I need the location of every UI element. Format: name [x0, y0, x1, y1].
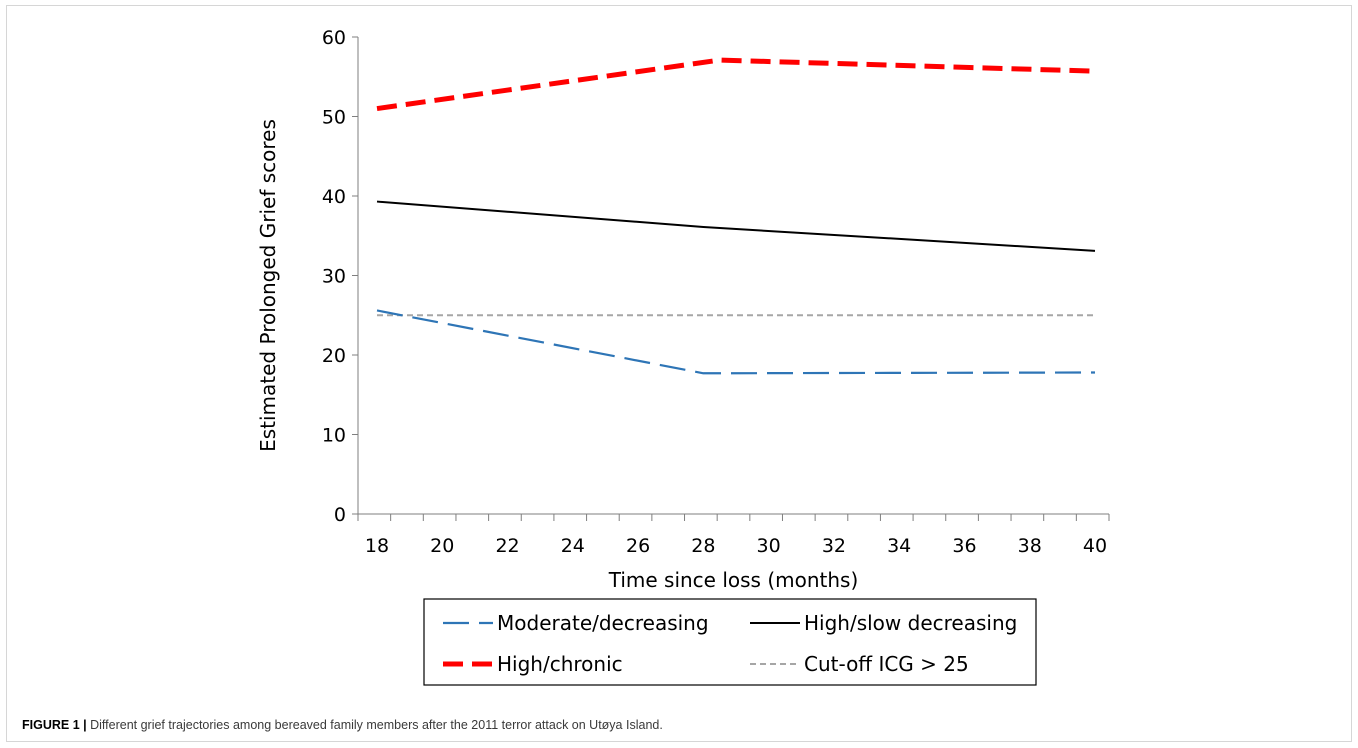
- y-tick-label: 60: [322, 27, 346, 49]
- axes: [352, 36, 1110, 521]
- x-tick-label: 32: [822, 535, 846, 557]
- caption-text: Different grief trajectories among berea…: [86, 718, 663, 732]
- caption-label: FIGURE 1 |: [22, 718, 87, 732]
- tick-labels: 0 10 20 30 40 50 60 18 20 22 24 26 28 30 32 34 36 38 40: [322, 27, 1107, 557]
- x-tick-label: 18: [365, 535, 389, 557]
- legend-label: Cut-off ICG > 25: [804, 652, 969, 676]
- series-line: [376, 200, 1096, 252]
- series-line: [376, 57, 1096, 112]
- line-chart: 0 10 20 30 40 50 60 18 20 22 24 26 28 30 32 34 36 38 40 Ti…: [256, 27, 1110, 686]
- figure-caption: FIGURE 1 | Different grief trajectories …: [22, 718, 663, 732]
- x-tick-label: 20: [430, 535, 454, 557]
- y-tick-label: 10: [322, 425, 346, 447]
- legend-box: [423, 598, 1037, 686]
- x-tick-label: 38: [1018, 535, 1042, 557]
- x-tick-label: 34: [887, 535, 911, 557]
- legend-label: High/slow decreasing: [804, 611, 1017, 635]
- legend: Moderate/decreasing High/slow decreasing H…: [423, 598, 1037, 686]
- series-lines: [376, 57, 1096, 375]
- y-tick-label: 0: [334, 504, 346, 526]
- series-line: [376, 309, 1096, 375]
- y-tick-label: 20: [322, 345, 346, 367]
- x-tick-label: 36: [952, 535, 976, 557]
- x-tick-label: 22: [495, 535, 519, 557]
- x-tick-label: 28: [691, 535, 715, 557]
- x-axis-title: Time since loss (months): [608, 568, 859, 592]
- y-tick-label: 30: [322, 266, 346, 288]
- legend-label: High/chronic: [497, 652, 623, 676]
- x-tick-label: 24: [561, 535, 585, 557]
- y-tick-label: 50: [322, 107, 346, 129]
- figure-frame: [6, 5, 1352, 742]
- x-tick-label: 30: [757, 535, 781, 557]
- y-axis-title: Estimated Prolonged Grief scores: [256, 119, 280, 452]
- y-tick-label: 40: [322, 186, 346, 208]
- legend-label: Moderate/decreasing: [497, 611, 709, 635]
- x-tick-label: 26: [626, 535, 650, 557]
- x-tick-label: 40: [1083, 535, 1107, 557]
